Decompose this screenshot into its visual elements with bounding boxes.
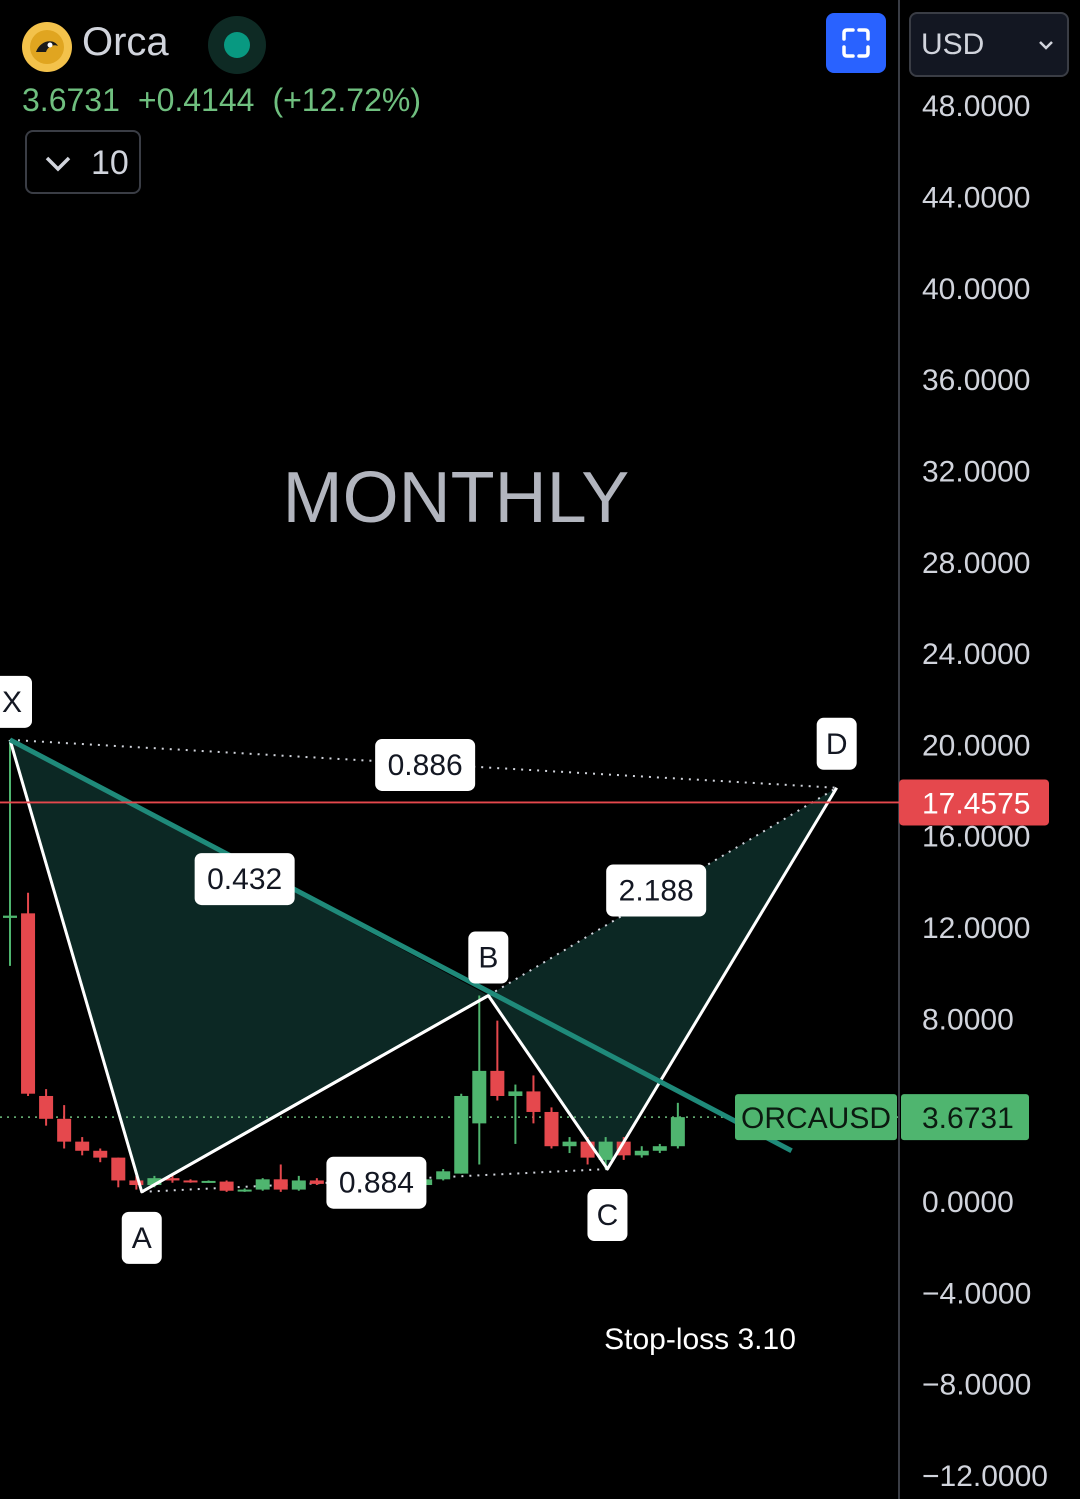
y-tick-label: 24.0000 xyxy=(922,638,1030,671)
candle-body xyxy=(183,1180,198,1183)
candle-body xyxy=(147,1178,162,1186)
currency-label: USD xyxy=(921,28,985,61)
ratio-label: 0.886 xyxy=(388,749,463,782)
candle-body xyxy=(3,915,17,918)
pattern-point-b-box xyxy=(468,931,509,984)
candle-body xyxy=(652,1146,667,1151)
y-tick-label: −8.0000 xyxy=(922,1369,1031,1402)
candle-body xyxy=(526,1091,541,1112)
y-tick-label: 12.0000 xyxy=(922,912,1030,945)
ratio-label: 0.884 xyxy=(339,1167,414,1200)
ratio-label: 0.432 xyxy=(207,863,282,896)
currency-select[interactable]: USD xyxy=(909,12,1069,77)
trend-line[interactable] xyxy=(8,737,793,1153)
pattern-triangle-xab xyxy=(10,739,489,1192)
fullscreen-icon xyxy=(842,28,870,58)
candle-body xyxy=(309,1180,324,1184)
ratio-label-box xyxy=(606,864,707,917)
pattern-triangle-bcd xyxy=(488,787,837,1170)
candle-body xyxy=(111,1157,126,1181)
last-price: 3.6731 xyxy=(22,82,120,118)
y-tick-label: 40.0000 xyxy=(922,273,1030,306)
candle-body xyxy=(39,1095,54,1119)
candle-body xyxy=(508,1091,523,1096)
pattern-point-x-box xyxy=(0,675,32,728)
pattern-point-c-box xyxy=(587,1189,628,1242)
chart-watermark: MONTHLY xyxy=(283,458,630,538)
level-price-label: 17.4575 xyxy=(922,787,1030,820)
ratio-label-box xyxy=(326,1156,427,1209)
fullscreen-button[interactable] xyxy=(826,13,886,73)
candle-body xyxy=(75,1141,90,1151)
candle-body xyxy=(562,1141,577,1147)
candle-body xyxy=(544,1111,559,1147)
pattern-point-a-box xyxy=(121,1211,162,1264)
price-quote: 3.6731 +0.4144 (+12.72%) xyxy=(22,82,439,119)
pattern-point-x: X xyxy=(2,686,22,719)
pattern-leg-ab xyxy=(141,994,490,1194)
candle-body xyxy=(255,1179,270,1190)
chevron-down-icon xyxy=(1039,41,1053,50)
indicator-count: 10 xyxy=(91,144,129,182)
candle-body xyxy=(165,1178,180,1181)
pattern-point-c: C xyxy=(597,1199,619,1232)
price-change: +0.4144 xyxy=(137,82,255,118)
y-tick-label: −4.0000 xyxy=(922,1277,1031,1310)
stop-loss-note: Stop-loss 3.10 xyxy=(604,1323,796,1356)
candle-body xyxy=(57,1118,72,1142)
candle-body xyxy=(21,913,36,1094)
y-tick-label: 32.0000 xyxy=(922,455,1030,488)
symbol-tag-label: ORCAUSD xyxy=(741,1102,891,1135)
y-tick-label: 8.0000 xyxy=(922,1003,1014,1036)
y-tick-label: 20.0000 xyxy=(922,729,1030,762)
candle-body xyxy=(237,1189,252,1192)
candle-body xyxy=(454,1095,469,1174)
candle-body xyxy=(598,1141,613,1160)
indicators-toggle-button[interactable]: 10 xyxy=(25,130,141,194)
candle-body xyxy=(219,1181,234,1191)
y-tick-label: 48.0000 xyxy=(922,90,1030,123)
last-price-axis-tag xyxy=(901,1094,1029,1141)
price-change-pct: (+12.72%) xyxy=(272,82,421,118)
pattern-point-b: B xyxy=(478,942,498,975)
orca-logo-icon xyxy=(22,22,72,72)
y-tick-label: −12.0000 xyxy=(922,1460,1048,1493)
level-price-tag xyxy=(899,779,1049,826)
ratio-label-box xyxy=(194,853,295,906)
y-tick-label: 44.0000 xyxy=(922,181,1030,214)
pattern-point-d-box xyxy=(816,717,857,770)
candle-body xyxy=(93,1150,108,1158)
symbol-name[interactable]: Orca xyxy=(82,20,169,64)
chevron-down-icon xyxy=(45,156,71,172)
pattern-point-d: D xyxy=(826,728,848,761)
candle-body xyxy=(472,1070,487,1124)
symbol-price-tag xyxy=(735,1094,897,1141)
y-tick-label: 0.0000 xyxy=(922,1186,1014,1219)
candle-body xyxy=(201,1180,216,1183)
last-price-axis-label: 3.6731 xyxy=(922,1102,1014,1135)
candle-body xyxy=(273,1179,288,1190)
candle-body xyxy=(490,1070,505,1096)
market-open-icon xyxy=(208,16,266,74)
candle-body xyxy=(634,1150,649,1156)
pattern-point-a: A xyxy=(132,1222,152,1255)
candle-body xyxy=(436,1171,451,1180)
candle-body xyxy=(291,1180,306,1190)
y-tick-label: 28.0000 xyxy=(922,547,1030,580)
candle-body xyxy=(129,1180,144,1186)
y-tick-label: 16.0000 xyxy=(922,821,1030,854)
candle-body xyxy=(670,1117,685,1147)
ratio-label-box xyxy=(375,738,476,791)
y-tick-label: 36.0000 xyxy=(922,364,1030,397)
ratio-label: 2.188 xyxy=(619,875,694,908)
